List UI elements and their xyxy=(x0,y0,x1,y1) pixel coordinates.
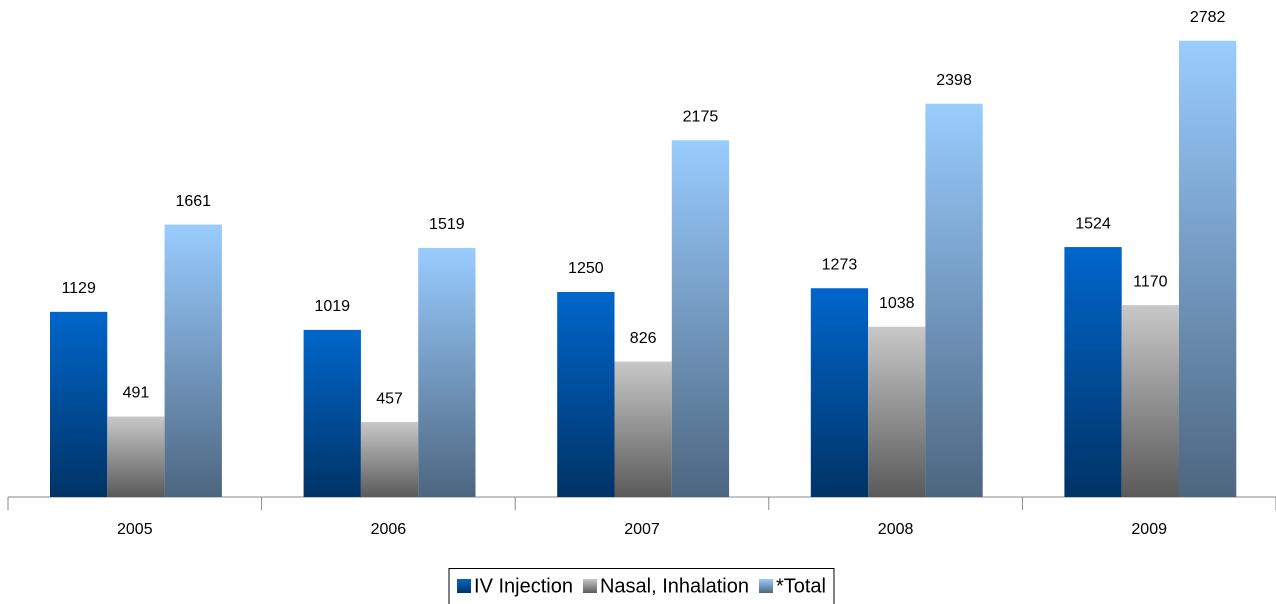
value-label: 491 xyxy=(123,385,150,402)
value-label: 1250 xyxy=(568,260,604,277)
bar xyxy=(107,416,165,497)
legend: IV Injection Nasal, Inhalation *Total xyxy=(448,568,835,604)
legend-swatch xyxy=(758,579,773,593)
value-label: 1273 xyxy=(822,256,858,273)
bar xyxy=(360,422,419,497)
bar xyxy=(671,140,730,498)
bar xyxy=(868,326,926,497)
value-label: 457 xyxy=(376,390,403,407)
x-tick-label: 2007 xyxy=(624,521,660,538)
legend-label: Nasal, Inhalation xyxy=(600,575,749,597)
value-label: 826 xyxy=(630,330,657,347)
legend-swatch xyxy=(582,579,597,593)
legend-label: IV Injection xyxy=(474,575,573,597)
bar xyxy=(925,103,983,497)
bar xyxy=(1064,247,1122,497)
bar xyxy=(557,292,615,497)
bar xyxy=(1121,305,1179,497)
bar xyxy=(614,361,672,497)
x-tick-label: 2008 xyxy=(878,521,914,538)
value-label: 1519 xyxy=(429,216,465,233)
bar xyxy=(164,224,222,497)
value-label: 1524 xyxy=(1075,215,1111,232)
value-label: 1661 xyxy=(175,193,211,210)
bar xyxy=(418,247,476,497)
bar xyxy=(810,288,869,497)
legend-swatch xyxy=(457,579,472,593)
value-label: 1038 xyxy=(879,295,915,312)
value-label: 2398 xyxy=(936,72,972,89)
value-label: 2175 xyxy=(683,109,719,126)
value-label: 2782 xyxy=(1190,9,1226,26)
value-label: 1019 xyxy=(314,298,350,315)
value-label: 1129 xyxy=(61,280,96,297)
bar xyxy=(1179,40,1237,497)
x-tick-label: 2006 xyxy=(371,521,407,538)
x-tick-label: 2005 xyxy=(117,521,153,538)
bar xyxy=(303,329,361,497)
bar xyxy=(50,311,108,497)
x-tick-label: 2009 xyxy=(1131,521,1167,538)
value-label: 1170 xyxy=(1133,273,1168,290)
legend-label: *Total xyxy=(776,575,826,597)
